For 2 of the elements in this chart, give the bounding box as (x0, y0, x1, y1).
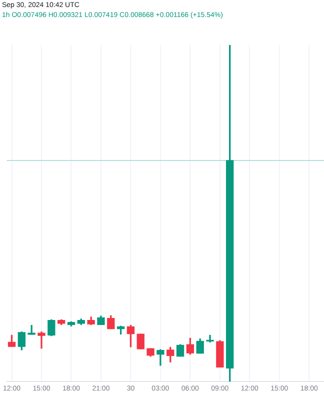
candlestick (206, 334, 214, 343)
candlestick (38, 331, 46, 349)
